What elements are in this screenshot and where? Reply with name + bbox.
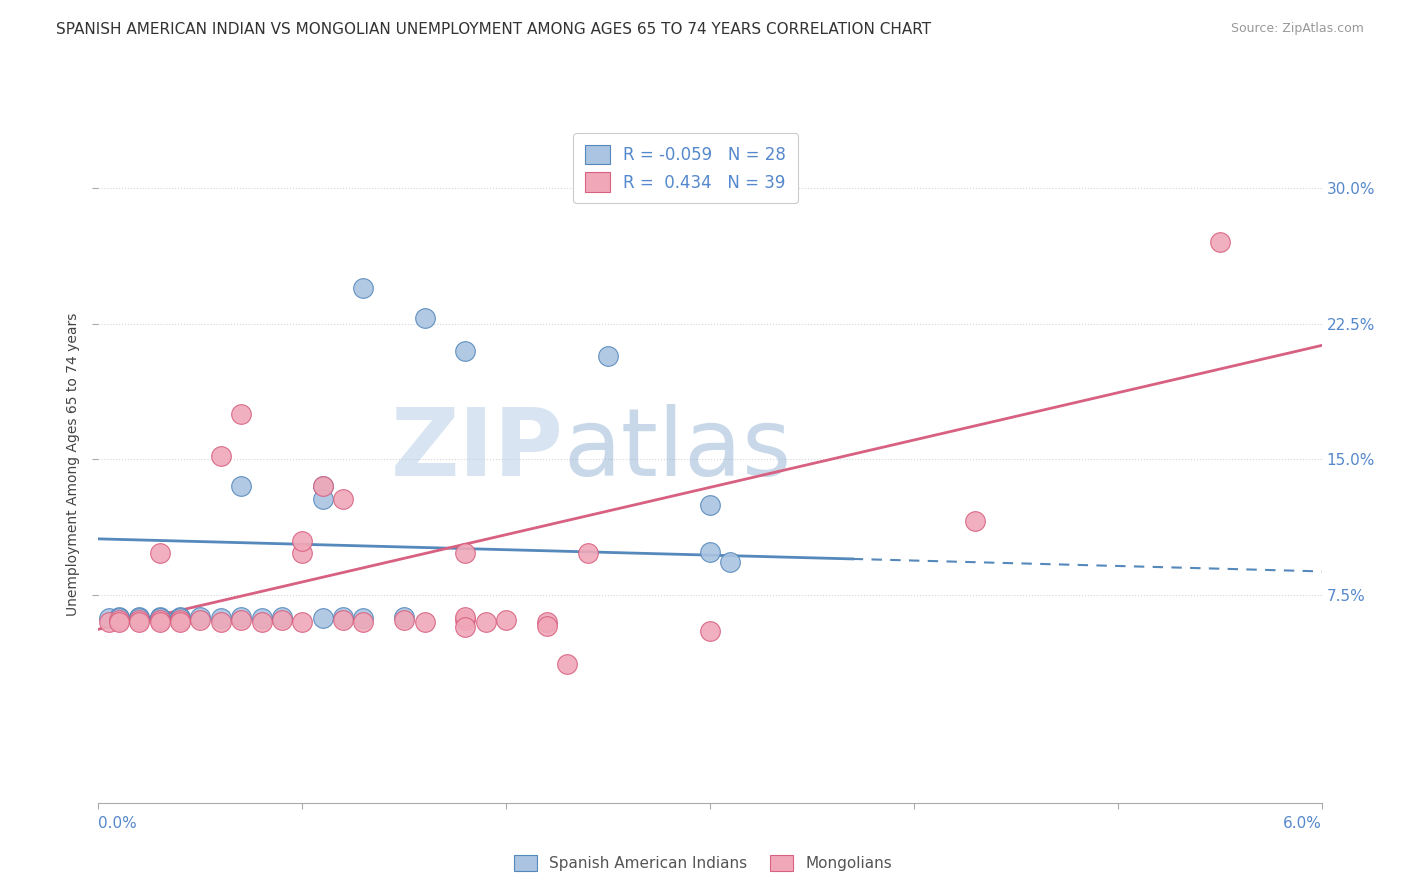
Point <box>413 311 436 326</box>
Text: atlas: atlas <box>564 404 792 496</box>
Point <box>311 492 335 507</box>
Point <box>231 407 253 421</box>
Point <box>231 609 253 624</box>
Point <box>536 618 558 632</box>
Point <box>495 613 517 627</box>
Point <box>128 611 150 625</box>
Point <box>97 611 120 625</box>
Point <box>332 492 354 507</box>
Point <box>555 657 579 671</box>
Point <box>108 611 131 625</box>
Point <box>149 611 172 625</box>
Point <box>209 615 232 629</box>
Text: 6.0%: 6.0% <box>1282 816 1322 831</box>
Point <box>149 609 172 624</box>
Point <box>454 620 477 634</box>
Point <box>97 615 120 629</box>
Point <box>169 611 191 625</box>
Point <box>454 546 477 560</box>
Point <box>454 609 477 624</box>
Point <box>699 544 721 558</box>
Point <box>352 280 374 294</box>
Point <box>413 615 436 629</box>
Point <box>718 555 742 569</box>
Legend: R = -0.059   N = 28, R =  0.434   N = 39: R = -0.059 N = 28, R = 0.434 N = 39 <box>574 133 797 203</box>
Point <box>474 615 498 629</box>
Point <box>291 546 314 560</box>
Point <box>128 613 150 627</box>
Point <box>250 611 273 625</box>
Point <box>188 609 212 624</box>
Point <box>311 479 335 493</box>
Point <box>209 449 232 463</box>
Text: ZIP: ZIP <box>391 404 564 496</box>
Point <box>108 615 131 629</box>
Point <box>270 609 292 624</box>
Point <box>128 615 150 629</box>
Point <box>392 613 416 627</box>
Point <box>311 479 335 493</box>
Text: 0.0%: 0.0% <box>98 816 138 831</box>
Point <box>963 514 986 528</box>
Point <box>250 615 273 629</box>
Point <box>169 615 191 629</box>
Point <box>699 624 721 638</box>
Point <box>270 613 292 627</box>
Point <box>291 533 314 548</box>
Point <box>454 613 477 627</box>
Point <box>128 609 150 624</box>
Point <box>169 613 191 627</box>
Point <box>149 546 172 560</box>
Point <box>1208 235 1232 250</box>
Text: SPANISH AMERICAN INDIAN VS MONGOLIAN UNEMPLOYMENT AMONG AGES 65 TO 74 YEARS CORR: SPANISH AMERICAN INDIAN VS MONGOLIAN UNE… <box>56 22 931 37</box>
Point <box>454 343 477 358</box>
Point <box>352 611 374 625</box>
Point <box>188 613 212 627</box>
Point <box>149 613 172 627</box>
Point <box>576 546 599 560</box>
Point <box>291 615 314 629</box>
Legend: Spanish American Indians, Mongolians: Spanish American Indians, Mongolians <box>508 849 898 877</box>
Point <box>598 349 620 363</box>
Point <box>699 498 721 512</box>
Point <box>169 609 191 624</box>
Point <box>209 611 232 625</box>
Point <box>149 615 172 629</box>
Point <box>108 613 131 627</box>
Point <box>332 609 354 624</box>
Text: Source: ZipAtlas.com: Source: ZipAtlas.com <box>1230 22 1364 36</box>
Point <box>311 611 335 625</box>
Point <box>231 479 253 493</box>
Y-axis label: Unemployment Among Ages 65 to 74 years: Unemployment Among Ages 65 to 74 years <box>66 312 80 615</box>
Point <box>108 609 131 624</box>
Point <box>332 613 354 627</box>
Point <box>231 613 253 627</box>
Point <box>536 615 558 629</box>
Point <box>352 615 374 629</box>
Point <box>392 609 416 624</box>
